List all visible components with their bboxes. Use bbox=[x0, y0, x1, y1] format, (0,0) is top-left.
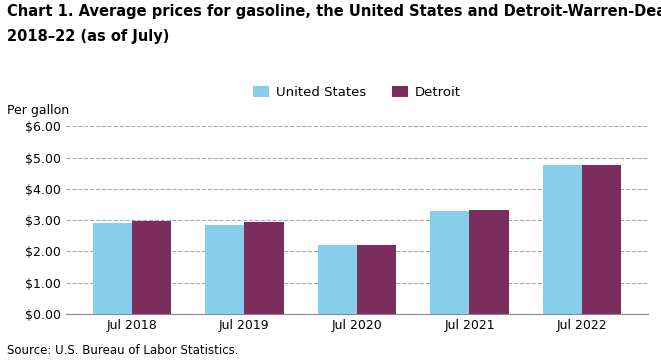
Bar bbox=[205, 225, 245, 314]
Text: 2018–22 (as of July): 2018–22 (as of July) bbox=[7, 29, 169, 44]
Bar bbox=[357, 245, 397, 314]
Text: Source: U.S. Bureau of Labor Statistics.: Source: U.S. Bureau of Labor Statistics. bbox=[7, 344, 238, 357]
Legend: United States, Detroit: United States, Detroit bbox=[248, 81, 466, 104]
Bar bbox=[317, 245, 357, 314]
Bar bbox=[93, 223, 132, 314]
Bar bbox=[469, 210, 509, 314]
Bar bbox=[245, 222, 284, 314]
Text: Chart 1. Average prices for gasoline, the United States and Detroit-Warren-Dearb: Chart 1. Average prices for gasoline, th… bbox=[7, 4, 661, 19]
Bar bbox=[132, 221, 171, 314]
Bar bbox=[430, 211, 469, 314]
Text: Per gallon: Per gallon bbox=[7, 104, 69, 117]
Bar bbox=[582, 165, 621, 314]
Bar bbox=[543, 165, 582, 314]
